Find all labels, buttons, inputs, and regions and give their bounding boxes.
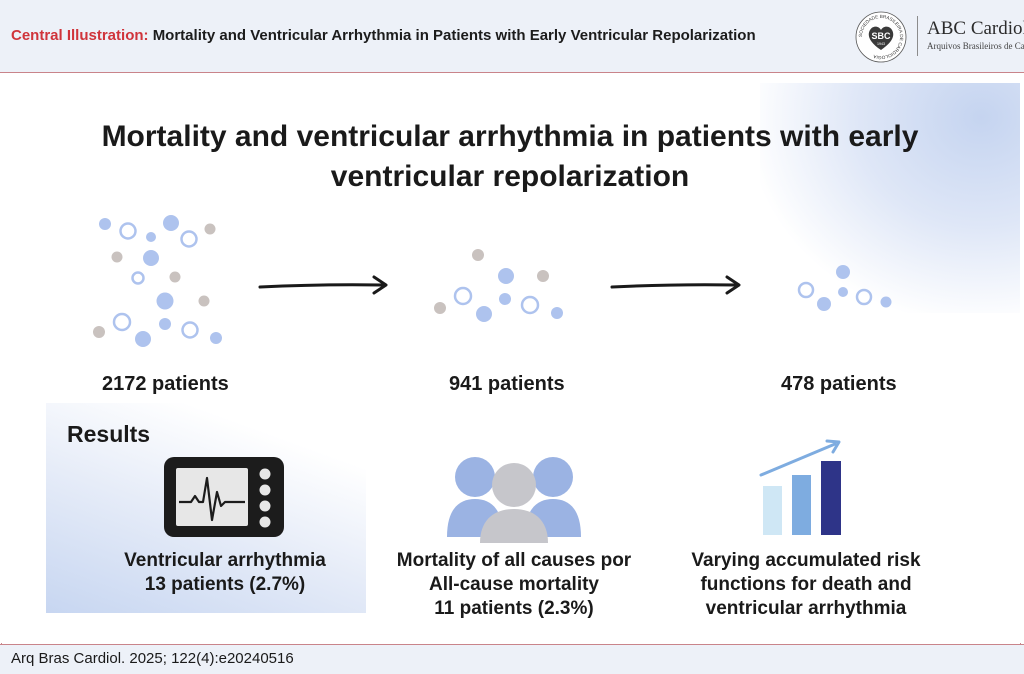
citation-text: Arq Bras Cardiol. 2025; 122(4):e20240516 — [11, 650, 294, 667]
cohort-count-1: 2172 patients — [102, 373, 229, 395]
cohort-dots-2172 — [93, 215, 222, 347]
patient-dot — [131, 271, 145, 285]
result-text-line: functions for death and — [700, 574, 912, 595]
journal-name: ABC Cardiol — [927, 18, 1024, 39]
result-risk-functions: Varying accumulated risk functions for d… — [672, 549, 940, 621]
seal-abbr: SBC — [871, 31, 891, 41]
cohort-count-2: 941 patients — [449, 373, 565, 395]
ecg-monitor-icon — [164, 457, 284, 537]
patient-dot — [838, 287, 848, 297]
flow-arrow-icon — [258, 275, 388, 295]
logo-divider — [917, 16, 918, 56]
patient-dot — [836, 265, 850, 279]
heart-icon — [868, 26, 894, 50]
patient-dot — [111, 251, 123, 263]
patient-dot — [204, 223, 216, 235]
patient-dot — [817, 297, 831, 311]
result-ventricular-arrhythmia: Ventricular arrhythmia 13 patients (2.7%… — [100, 549, 350, 597]
patient-dot — [163, 215, 179, 231]
patient-dot — [797, 281, 815, 299]
patient-dot — [181, 321, 199, 339]
footer-bar: Arq Bras Cardiol. 2025; 122(4):e20240516 — [0, 644, 1024, 674]
main-title-line: Mortality and ventricular arrhythmia in … — [101, 120, 919, 153]
main-title: Mortality and ventricular arrhythmia in … — [100, 117, 920, 197]
patient-dot — [198, 295, 210, 307]
cohort-count-3: 478 patients — [781, 373, 897, 395]
result-text-line: ventricular arrhythmia — [705, 598, 907, 619]
patient-dot — [537, 270, 549, 282]
patient-dot — [180, 230, 198, 248]
patient-dot — [453, 286, 473, 306]
result-text-line: 13 patients (2.7%) — [144, 574, 306, 595]
sbc-seal-logo: SOCIEDADE BRASILEIRA DE CARDIOLOGIA SBC … — [855, 11, 907, 63]
patient-dot — [476, 306, 492, 322]
result-text-line: Varying accumulated risk — [691, 550, 921, 571]
main-title-line: ventricular repolarization — [330, 160, 690, 193]
result-text-line: Mortality of all causes por — [396, 550, 632, 571]
result-all-cause-mortality: Mortality of all causes por All-cause mo… — [380, 549, 648, 621]
patient-dot — [210, 332, 222, 344]
patient-dot — [93, 326, 105, 338]
result-text-line: 11 patients (2.3%) — [434, 598, 594, 619]
patient-dot — [143, 250, 159, 266]
header-title-text: Mortality and Ventricular Arrhythmia in … — [152, 27, 756, 44]
header-bar: Central Illustration: Mortality and Vent… — [0, 0, 1024, 73]
main-panel: Mortality and ventricular arrhythmia in … — [0, 73, 1024, 643]
rising-bar-chart-icon — [759, 439, 841, 535]
header-title: Central Illustration: Mortality and Vent… — [11, 27, 756, 44]
patient-dot — [135, 331, 151, 347]
patient-dot — [169, 271, 181, 283]
results-heading: Results — [67, 421, 151, 447]
people-group-icon — [447, 457, 581, 543]
patient-dot — [119, 222, 137, 240]
patient-dot — [880, 296, 892, 308]
patient-dot — [520, 295, 540, 315]
header-label: Central Illustration: — [11, 27, 149, 44]
result-text-line: All-cause mortality — [429, 574, 599, 595]
result-text-line: Ventricular arrhythmia — [124, 550, 326, 571]
flow-arrow-icon — [610, 275, 741, 295]
patient-dot — [146, 232, 156, 242]
patient-dot — [112, 312, 132, 332]
patient-dot — [99, 218, 111, 230]
patient-dot — [499, 293, 511, 305]
patient-dot — [159, 318, 171, 330]
seal-year: 1943 — [877, 42, 885, 46]
patient-dot — [472, 249, 484, 261]
patient-dot — [498, 268, 514, 284]
cohort-dots-941 — [434, 249, 563, 322]
patient-dot — [855, 288, 873, 306]
journal-subtitle: Arquivos Brasileiros de Cardiologia — [927, 41, 1024, 51]
patient-dot — [156, 292, 174, 310]
background-glow — [760, 83, 1020, 313]
patient-dot — [551, 307, 563, 319]
cohort-dots-478 — [797, 265, 892, 311]
patient-dot — [434, 302, 446, 314]
patient-flow-diagram — [93, 215, 892, 347]
